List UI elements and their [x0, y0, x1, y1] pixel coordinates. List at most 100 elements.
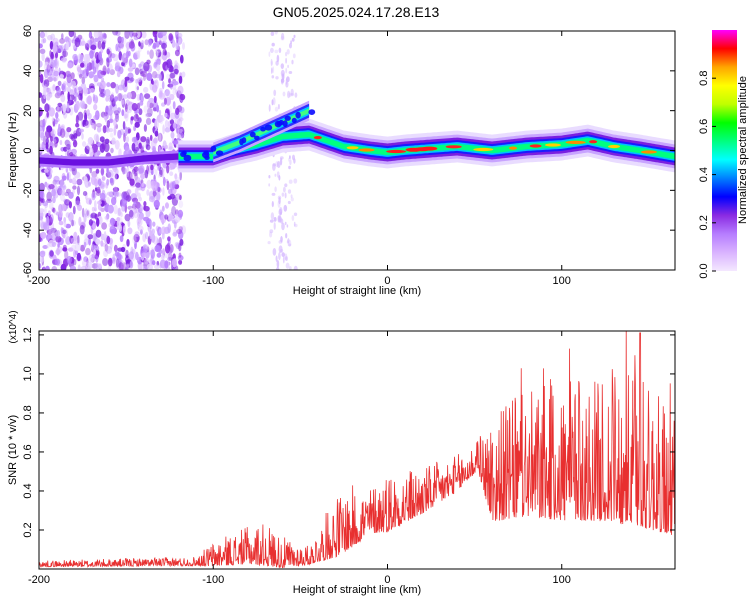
noise-speck	[162, 176, 166, 187]
noise-speck	[174, 176, 181, 185]
noise-speck	[131, 142, 136, 152]
streak-speck	[286, 49, 290, 55]
streak-speck	[273, 217, 277, 222]
noise-speck	[166, 58, 173, 69]
noise-speck	[126, 92, 132, 99]
streak-speck	[268, 175, 271, 179]
noise-speck	[117, 129, 122, 139]
noise-speck	[151, 80, 155, 85]
streak-speck	[289, 159, 292, 166]
noise-speck	[62, 103, 67, 113]
noise-speck	[178, 230, 184, 240]
noise-speck	[150, 249, 156, 259]
noise-speck	[68, 191, 74, 199]
noise-speck	[136, 86, 139, 91]
noise-speck	[58, 210, 63, 218]
noise-speck	[172, 101, 176, 110]
noise-speck	[39, 129, 45, 139]
streak-speck	[277, 195, 282, 200]
colorbar-ticks: 0.0 0.2 0.4 0.6 0.8	[698, 71, 716, 279]
noise-speck	[116, 207, 123, 217]
noise-speck	[71, 166, 77, 176]
noise-speck	[151, 228, 155, 235]
noise-speck	[42, 265, 46, 270]
noise-speck	[169, 171, 174, 176]
noise-speck	[90, 175, 97, 186]
noise-speck	[140, 229, 143, 235]
noise-speck	[88, 237, 91, 246]
noise-speck	[95, 110, 100, 120]
noise-speck	[177, 38, 182, 46]
streak-speck	[281, 32, 285, 40]
noise-speck	[152, 221, 156, 227]
noise-speck	[88, 219, 93, 226]
noise-speck	[124, 213, 131, 222]
noise-speck	[161, 254, 165, 261]
noise-speck	[175, 107, 180, 116]
noise-speck	[152, 84, 158, 93]
noise-speck	[120, 246, 126, 253]
streak-speck	[278, 47, 282, 53]
noise-speck	[81, 40, 86, 46]
noise-speck	[104, 215, 109, 220]
noise-speck	[83, 256, 89, 263]
noise-speck	[107, 169, 114, 178]
noise-speck	[156, 252, 162, 258]
noise-speck	[45, 215, 50, 226]
noise-speck	[92, 222, 96, 230]
noise-speck	[126, 166, 130, 176]
noise-speck	[140, 94, 144, 103]
noise-speck	[64, 250, 69, 260]
noise-speck	[85, 209, 91, 218]
noise-speck	[172, 140, 179, 145]
noise-speck	[171, 205, 177, 216]
noise-speck	[164, 89, 170, 97]
branch-blob	[260, 126, 266, 132]
noise-speck	[70, 72, 75, 80]
noise-speck	[167, 236, 171, 242]
noise-speck	[66, 80, 72, 88]
noise-speck	[146, 50, 150, 55]
noise-speck	[142, 244, 148, 251]
noise-speck	[127, 227, 133, 235]
noise-speck	[51, 266, 58, 270]
ridge-peak	[313, 136, 322, 140]
noise-speck	[99, 92, 105, 98]
noise-speck	[45, 265, 50, 270]
streak-speck	[278, 240, 283, 244]
noise-speck	[169, 93, 175, 101]
noise-speck	[125, 136, 130, 143]
noise-speck	[109, 229, 117, 234]
noise-speck	[83, 86, 89, 97]
noise-speck	[132, 235, 137, 245]
noise-speck	[75, 122, 80, 128]
snr-x-ticks: -200 -100 0 100	[28, 331, 571, 586]
noise-speck	[42, 123, 45, 132]
streak-speck	[291, 59, 294, 65]
noise-speck	[83, 241, 87, 248]
noise-speck	[39, 71, 42, 76]
noise-speck	[118, 223, 122, 232]
noise-speck	[169, 119, 175, 125]
noise-speck	[110, 147, 114, 154]
noise-speck	[62, 244, 67, 252]
noise-speck	[103, 249, 109, 258]
noise-speck	[117, 217, 123, 225]
colorbar: 0.0 0.2 0.4 0.6 0.8 Normalized spectral ampl…	[698, 30, 749, 279]
noise-speck	[75, 85, 78, 93]
noise-speck	[100, 166, 105, 177]
noise-speck	[108, 128, 114, 133]
noise-speck	[143, 61, 150, 72]
noise-speck	[61, 50, 68, 57]
noise-speck	[73, 31, 76, 38]
noise-speck	[164, 244, 171, 254]
streak-speck	[287, 64, 289, 69]
streak-speck	[293, 158, 296, 164]
noise-speck	[138, 108, 143, 116]
noise-speck	[170, 112, 176, 120]
streak-speck	[294, 92, 298, 98]
noise-speck	[104, 89, 111, 97]
noise-speck	[102, 141, 107, 150]
noise-speck	[39, 263, 42, 269]
noise-speck	[153, 264, 160, 269]
